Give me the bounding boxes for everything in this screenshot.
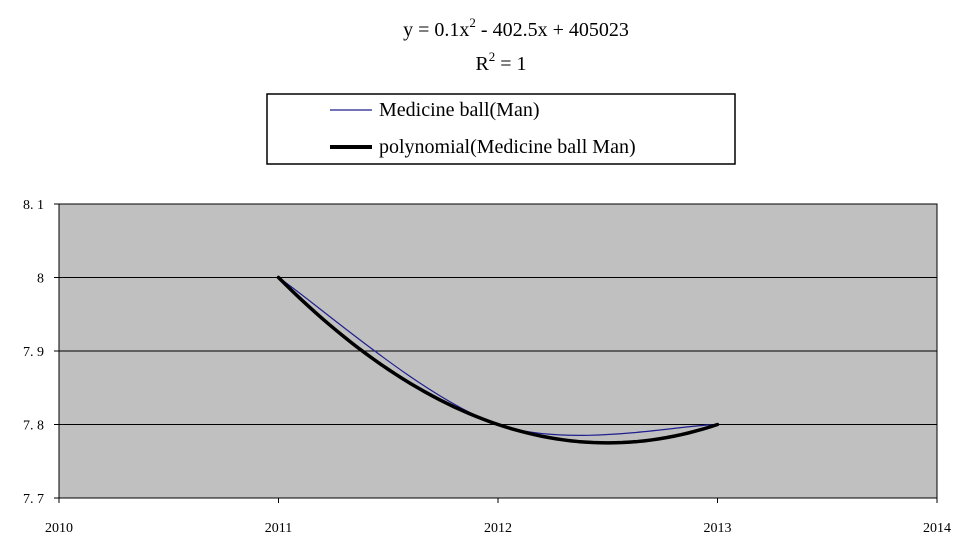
x-tick-labels: 2010 2011 2012 2013 2014: [45, 521, 951, 536]
series: [276, 275, 720, 445]
equation-line-1-rest: - 402.5x + 405023: [476, 19, 629, 41]
x-tick-label: 2013: [704, 521, 732, 536]
legend-box: [266, 93, 736, 165]
y-tick-label: 8. 1: [23, 198, 44, 213]
equation-line-1: y = 0.1x2 - 402.5x + 405023: [403, 15, 629, 41]
x-tick-label: 2014: [923, 521, 951, 536]
equation-line-2-main: R: [475, 53, 489, 75]
series-line-trendline: [276, 275, 720, 445]
y-tick-label: 7. 9: [23, 345, 44, 360]
legend: Medicine ball(Man) polynomial(Medicine b…: [266, 93, 736, 165]
y-tick-labels: 8. 1 8 7. 9 7. 8 7. 7: [23, 198, 44, 507]
x-tick-label: 2010: [45, 521, 73, 536]
equation-line-1-main: y = 0.1x: [403, 19, 469, 41]
axes: [54, 203, 938, 503]
legend-entry-2: polynomial(Medicine ball Man): [379, 136, 636, 158]
equation-line-1-exponent: 2: [469, 15, 476, 30]
equation-line-2: R2 = 1: [475, 49, 526, 75]
equation-line-2-exponent: 2: [489, 49, 496, 64]
x-tick-label: 2012: [484, 521, 512, 536]
equation-line-2-rest: = 1: [495, 53, 526, 75]
x-tick-label: 2011: [265, 521, 292, 536]
y-tick-label: 8: [37, 272, 44, 287]
legend-entry-1: Medicine ball(Man): [379, 99, 540, 121]
y-tick-label: 7. 7: [23, 492, 44, 507]
y-tick-label: 7. 8: [23, 419, 44, 434]
